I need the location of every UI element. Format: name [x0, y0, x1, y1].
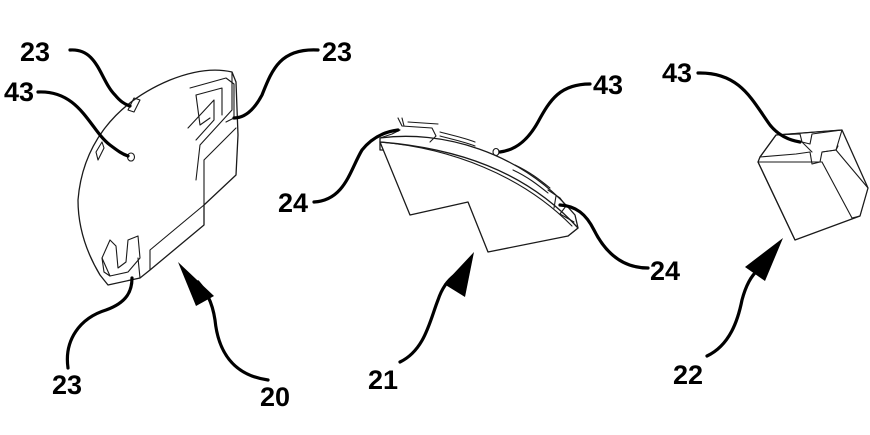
label-43-left: 43	[4, 77, 34, 107]
label-20: 20	[260, 382, 290, 412]
arrowheads	[178, 238, 783, 306]
label-24-left: 24	[278, 188, 308, 218]
label-24-right: 24	[650, 256, 680, 286]
label-21: 21	[368, 365, 398, 395]
leader-43-right	[698, 73, 800, 142]
part-22-drawing	[758, 130, 868, 240]
label-23-top-left: 23	[20, 37, 50, 67]
label-23-bottom: 23	[52, 370, 82, 400]
leader-21	[400, 275, 455, 362]
label-43-right: 43	[662, 58, 692, 88]
leader-23-bottom	[67, 278, 132, 368]
part-20-drawing	[78, 70, 238, 285]
label-23-top-right: 23	[322, 37, 352, 67]
leader-23-top-left	[70, 50, 130, 106]
arrowhead-21	[444, 252, 474, 297]
leader-43-mid	[500, 84, 590, 152]
label-22: 22	[673, 360, 703, 390]
arrowhead-22	[745, 238, 783, 281]
part-21-drawing	[380, 118, 578, 252]
leader-23-top-right	[234, 50, 318, 118]
leader-22	[707, 270, 758, 356]
label-43-mid: 43	[593, 70, 623, 100]
